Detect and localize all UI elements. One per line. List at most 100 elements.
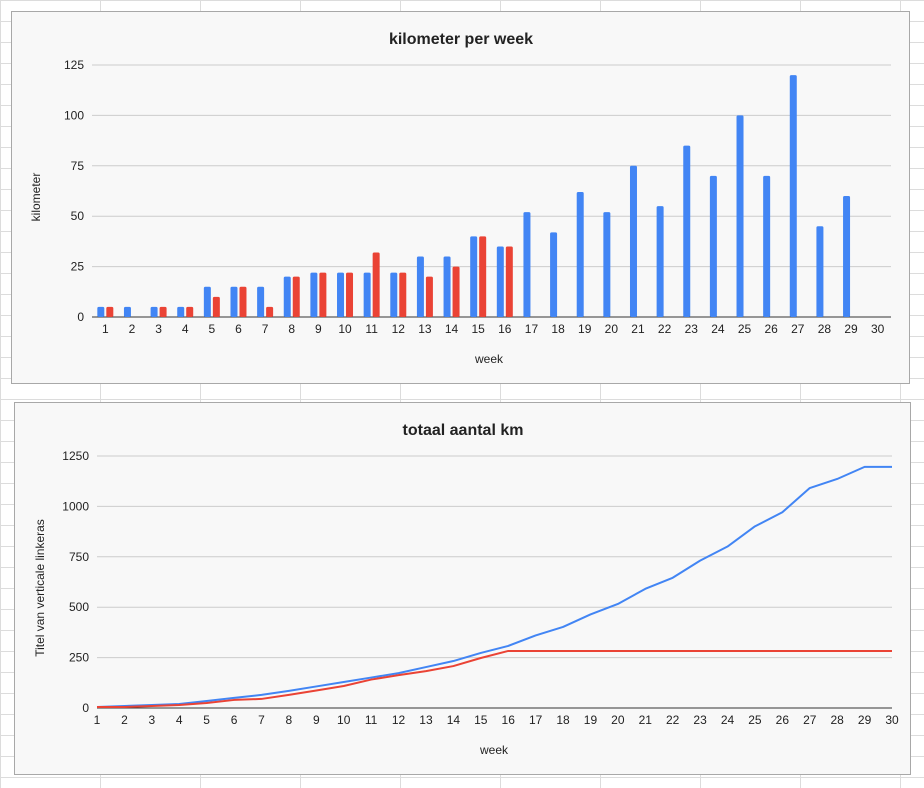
- bar: [416, 256, 424, 317]
- bar: [106, 306, 114, 317]
- y-tick-label: 0: [77, 310, 84, 324]
- bar: [550, 232, 558, 317]
- x-tick-label: 5: [203, 713, 210, 727]
- y-tick-label: 250: [69, 651, 89, 665]
- x-tick-label: 25: [748, 713, 762, 727]
- bar: [816, 226, 824, 317]
- bar: [337, 272, 345, 317]
- x-tick-label: 1: [94, 713, 101, 727]
- bar: [319, 272, 327, 317]
- x-tick-label: 14: [447, 713, 461, 727]
- x-tick-label: 12: [392, 322, 406, 336]
- bar: [150, 306, 158, 317]
- bar: [443, 256, 451, 317]
- x-tick-label: 19: [584, 713, 598, 727]
- x-tick-label: 11: [365, 322, 378, 336]
- chart-title: totaal aantal km: [403, 422, 524, 439]
- x-tick-label: 9: [315, 322, 322, 336]
- bar: [479, 236, 487, 317]
- bar: [425, 276, 433, 317]
- x-tick-label: 20: [605, 322, 619, 336]
- series-line: [97, 649, 892, 708]
- bar: [123, 306, 131, 317]
- bar: [656, 206, 664, 317]
- y-tick-label: 25: [71, 260, 85, 274]
- x-tick-label: 24: [711, 322, 725, 336]
- x-tick-label: 7: [258, 713, 265, 727]
- chart-title: kilometer per week: [389, 31, 533, 48]
- y-axis-title: kilometer: [29, 173, 43, 222]
- x-tick-label: 8: [286, 713, 293, 727]
- x-tick-label: 16: [498, 322, 512, 336]
- series-line: [96, 465, 892, 708]
- bar: [576, 192, 584, 317]
- x-tick-label: 24: [721, 713, 735, 727]
- x-tick-label: 13: [418, 322, 432, 336]
- bar: [212, 296, 220, 317]
- x-tick-label: 4: [182, 322, 189, 336]
- x-tick-label: 12: [392, 713, 406, 727]
- x-tick-label: 18: [551, 322, 565, 336]
- y-tick-label: 75: [71, 159, 85, 173]
- bar: [505, 246, 513, 317]
- x-tick-label: 22: [666, 713, 680, 727]
- x-tick-label: 29: [858, 713, 872, 727]
- weekly-km-chart-svg: kilometer per week week kilometer 025507…: [29, 31, 891, 366]
- bar: [266, 306, 274, 317]
- bar: [843, 196, 851, 317]
- bar: [763, 175, 771, 317]
- x-tick-label: 5: [209, 322, 216, 336]
- bar: [310, 272, 318, 317]
- y-tick-label: 50: [71, 209, 85, 223]
- bar: [399, 272, 407, 317]
- x-tick-label: 3: [148, 713, 155, 727]
- x-tick-label: 29: [844, 322, 858, 336]
- y-tick-label: 1250: [62, 449, 89, 463]
- x-tick-label: 8: [288, 322, 295, 336]
- x-tick-label: 16: [502, 713, 516, 727]
- bar: [186, 306, 194, 317]
- x-tick-label: 18: [556, 713, 570, 727]
- x-tick-label: 26: [776, 713, 790, 727]
- cumulative-km-chart: totaal aantal km week Titel van vertical…: [14, 402, 911, 775]
- y-tick-label: 500: [69, 600, 89, 614]
- bar: [239, 286, 247, 317]
- x-tick-label: 4: [176, 713, 183, 727]
- bar: [230, 286, 238, 317]
- x-tick-label: 3: [155, 322, 162, 336]
- x-tick-label: 7: [262, 322, 269, 336]
- x-tick-label: 2: [129, 322, 136, 336]
- x-tick-label: 27: [803, 713, 817, 727]
- bar: [736, 115, 744, 318]
- x-tick-label: 14: [445, 322, 459, 336]
- bar: [452, 266, 460, 317]
- bar: [159, 306, 167, 317]
- x-tick-label: 21: [631, 322, 645, 336]
- x-tick-label: 20: [611, 713, 625, 727]
- x-tick-label: 17: [525, 322, 539, 336]
- x-tick-label: 25: [738, 322, 752, 336]
- x-tick-label: 27: [791, 322, 805, 336]
- x-tick-label: 1: [102, 322, 109, 336]
- bar: [709, 175, 717, 317]
- bar: [203, 286, 211, 317]
- x-tick-label: 17: [529, 713, 543, 727]
- y-tick-label: 750: [69, 550, 89, 564]
- bar: [629, 165, 637, 317]
- y-tick-label: 100: [64, 108, 84, 122]
- bar: [496, 246, 504, 317]
- x-tick-label: 13: [419, 713, 433, 727]
- x-tick-label: 30: [871, 322, 885, 336]
- x-tick-label: 28: [830, 713, 844, 727]
- bar: [603, 212, 611, 317]
- y-tick-label: 0: [82, 701, 89, 715]
- bar: [789, 75, 797, 317]
- bar: [283, 276, 291, 317]
- bar: [346, 272, 354, 317]
- bar: [390, 272, 398, 317]
- cumulative-km-chart-svg: totaal aantal km week Titel van vertical…: [33, 422, 899, 757]
- x-tick-label: 21: [639, 713, 653, 727]
- bar: [257, 286, 265, 317]
- y-tick-label: 1000: [62, 499, 89, 513]
- bar: [372, 252, 380, 317]
